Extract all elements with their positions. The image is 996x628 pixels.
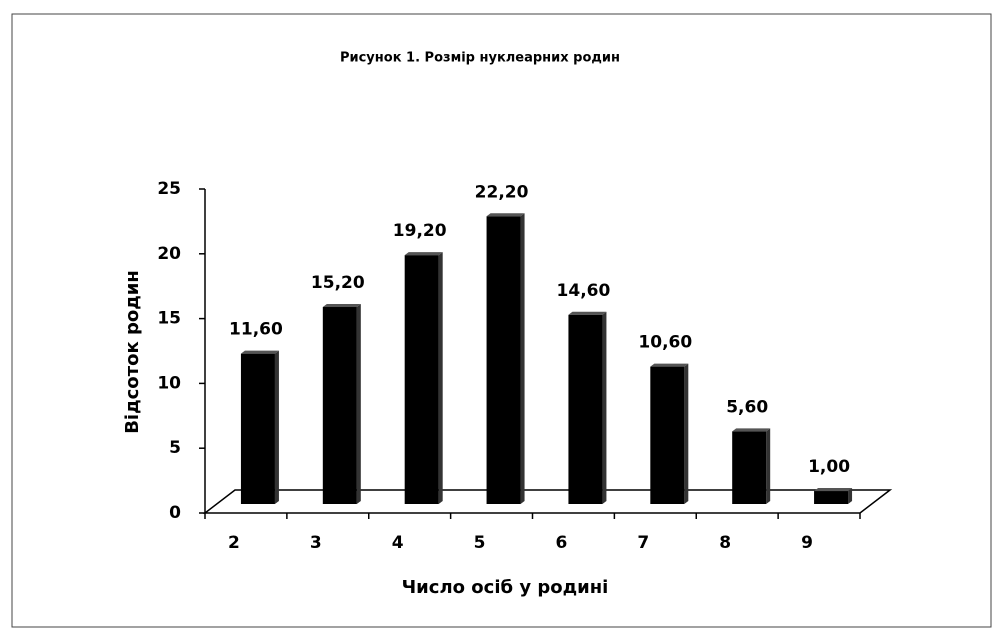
bar [240, 353, 275, 504]
bar-top [814, 488, 853, 492]
bar-side [274, 350, 279, 504]
y-tick-label: 20 [157, 244, 181, 264]
data-label: 11,60 [229, 320, 283, 340]
x-axis-label: Число осіб у родині [402, 577, 609, 598]
bar-side [684, 363, 689, 504]
bar [732, 431, 767, 504]
x-tick-label: 7 [637, 533, 649, 553]
x-tick-label: 8 [719, 533, 731, 553]
bar-top [732, 428, 771, 432]
y-tick-label: 15 [157, 309, 181, 329]
bar-top [322, 304, 361, 308]
bar-side [848, 488, 853, 504]
x-tick-label: 2 [228, 533, 240, 553]
bar-top [404, 252, 443, 256]
chart-title: Рисунок 1. Розмір нуклеарних родин [340, 51, 620, 66]
y-tick-label: 25 [157, 179, 181, 199]
y-tick-label: 0 [169, 503, 181, 523]
data-label: 5,60 [726, 397, 768, 417]
x-tick-label: 9 [801, 533, 813, 553]
bar-top [240, 350, 279, 354]
y-tick-label: 10 [157, 373, 181, 393]
bar-side [766, 428, 771, 504]
bar [322, 307, 357, 504]
x-tick-label: 3 [310, 533, 322, 553]
bar [650, 366, 685, 504]
floor [202, 489, 893, 514]
bar-side [602, 311, 607, 504]
data-label: 22,20 [475, 182, 529, 202]
bar-side [438, 252, 443, 504]
y-axis-label: Відсоток родин [122, 270, 143, 434]
data-label: 14,60 [557, 281, 611, 301]
y-tick-label: 5 [169, 438, 181, 458]
data-label: 1,00 [808, 457, 850, 477]
bar-top [568, 311, 607, 315]
data-label: 10,60 [638, 333, 692, 353]
bar [814, 491, 849, 504]
x-tick-label: 6 [556, 533, 568, 553]
bar [404, 255, 439, 504]
x-tick-label: 4 [392, 533, 404, 553]
bar-top [650, 363, 689, 367]
data-label: 15,20 [311, 273, 365, 293]
bar-side [356, 304, 361, 504]
bar [486, 216, 521, 504]
data-label: 19,20 [393, 221, 447, 241]
x-tick-label: 5 [474, 533, 486, 553]
bar-top [486, 213, 525, 217]
bar [568, 314, 603, 504]
bar-side [520, 213, 525, 504]
